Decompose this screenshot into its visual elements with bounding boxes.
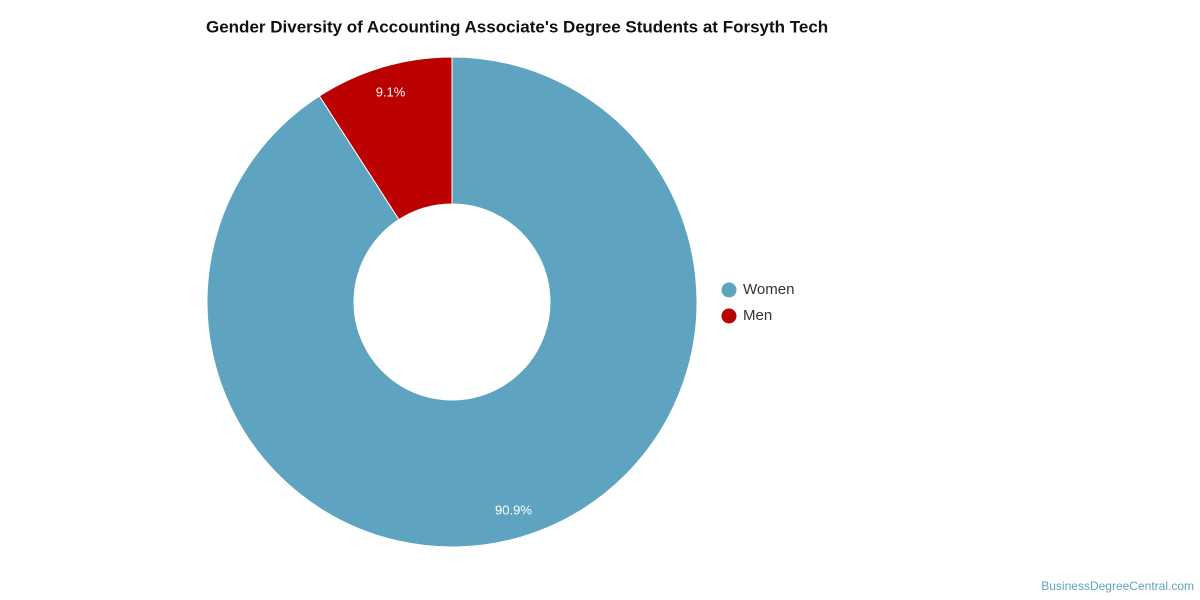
- data-label: 90.9%: [495, 503, 532, 518]
- credit: BusinessDegreeCentral.com: [1041, 579, 1194, 593]
- legend-swatch: [721, 308, 737, 324]
- legend-label: Men: [743, 307, 772, 324]
- chart-title: Gender Diversity of Accounting Associate…: [206, 17, 828, 36]
- legend-swatch: [721, 282, 737, 298]
- legend-label: Women: [743, 281, 794, 298]
- slice: [318, 56, 453, 221]
- data-label: 9.1%: [376, 84, 406, 99]
- slice: [206, 56, 698, 548]
